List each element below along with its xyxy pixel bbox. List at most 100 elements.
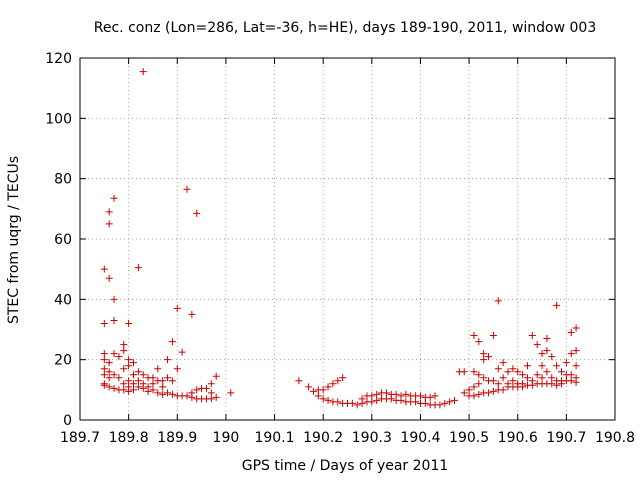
data-point-plus <box>470 383 478 391</box>
x-tick-label: 190.7 <box>546 430 586 446</box>
data-point-plus <box>120 341 128 349</box>
data-point-plus <box>207 389 215 397</box>
data-point-plus <box>188 393 196 401</box>
data-point-plus <box>514 368 522 376</box>
data-point-plus <box>105 359 113 367</box>
data-point-plus <box>348 399 356 407</box>
data-point-plus <box>188 310 196 318</box>
data-point-plus <box>144 387 152 395</box>
data-point-plus <box>105 383 113 391</box>
data-point-plus <box>499 359 507 367</box>
data-point-plus <box>368 392 376 400</box>
axis-ticks <box>79 57 616 421</box>
data-point-plus <box>134 368 142 376</box>
x-tick-label: 190.3 <box>352 430 392 446</box>
data-point-plus <box>120 347 128 355</box>
data-point-plus <box>324 383 332 391</box>
data-point-plus <box>519 371 527 379</box>
data-point-plus <box>149 380 157 388</box>
data-point-plus <box>416 392 424 400</box>
data-point-plus <box>202 384 210 392</box>
data-point-plus <box>436 401 444 409</box>
data-point-plus <box>110 371 118 379</box>
data-point-plus <box>139 68 147 76</box>
data-point-plus <box>105 208 113 216</box>
data-point-plus <box>460 368 468 376</box>
y-tick-label: 120 <box>45 51 72 67</box>
data-point-plus <box>572 378 580 386</box>
data-point-plus <box>110 295 118 303</box>
x-tick-label: 190.1 <box>254 430 294 446</box>
data-point-plus <box>149 386 157 394</box>
data-point-plus <box>567 371 575 379</box>
data-point-plus <box>562 359 570 367</box>
x-axis-label: GPS time / Days of year 2011 <box>242 458 449 474</box>
data-point-plus <box>125 356 133 364</box>
data-point-plus <box>460 389 468 397</box>
data-point-plus <box>558 380 565 388</box>
data-point-plus <box>134 383 142 391</box>
data-point-plus <box>110 384 118 392</box>
data-point-plus <box>295 377 303 385</box>
x-tick-label: 190.4 <box>400 430 440 446</box>
data-point-plus <box>120 365 128 373</box>
data-point-plus <box>572 324 580 332</box>
data-point-plus <box>207 380 215 388</box>
data-point-plus <box>373 396 381 404</box>
y-tick-label: 0 <box>63 413 72 429</box>
data-point-plus <box>154 389 162 397</box>
data-point-plus <box>309 387 317 395</box>
y-tick-label: 80 <box>54 172 72 188</box>
data-point-plus <box>402 390 410 398</box>
data-point-plus <box>538 362 546 370</box>
data-point-plus <box>441 399 449 407</box>
data-point-plus <box>120 380 128 388</box>
data-point-plus <box>543 368 551 376</box>
data-point-plus <box>480 350 488 358</box>
data-point-plus <box>475 371 483 379</box>
data-point-plus <box>100 319 108 327</box>
data-point-plus <box>558 368 565 376</box>
data-point-plus <box>421 399 429 407</box>
data-point-plus <box>134 264 142 272</box>
x-tick-label: 190.6 <box>498 430 538 446</box>
data-points <box>100 68 580 409</box>
data-point-plus <box>553 381 561 389</box>
data-point-plus <box>397 392 405 400</box>
data-point-plus <box>475 390 483 398</box>
data-point-plus <box>494 297 502 305</box>
data-point-plus <box>489 387 497 395</box>
data-point-plus <box>470 392 478 400</box>
data-point-plus <box>324 396 332 404</box>
data-point-plus <box>567 377 575 385</box>
data-point-plus <box>105 220 113 228</box>
data-point-plus <box>105 374 113 382</box>
data-point-plus <box>110 350 118 358</box>
y-axis-label: STEC from uqrg / TECUs <box>6 156 22 324</box>
data-point-plus <box>572 347 580 355</box>
data-point-plus <box>567 350 575 358</box>
data-point-plus <box>470 332 478 340</box>
data-point-plus <box>125 319 133 327</box>
data-point-plus <box>100 350 108 358</box>
data-point-plus <box>183 185 191 193</box>
x-tick-label: 189.8 <box>109 430 149 446</box>
data-point-plus <box>373 390 381 398</box>
x-tick-label: 190.5 <box>449 430 489 446</box>
x-tick-label: 190 <box>213 430 240 446</box>
data-point-plus <box>523 374 531 382</box>
data-point-plus <box>572 362 580 370</box>
data-point-plus <box>475 380 483 388</box>
x-tick-label: 190.2 <box>303 430 343 446</box>
data-point-plus <box>100 265 108 273</box>
data-point-plus <box>431 392 439 400</box>
data-point-plus <box>193 386 201 394</box>
data-point-plus <box>110 194 118 202</box>
data-point-plus <box>451 396 458 404</box>
data-point-plus <box>130 359 137 367</box>
data-point-plus <box>538 350 546 358</box>
data-point-plus <box>125 377 133 385</box>
data-point-plus <box>120 386 128 394</box>
data-point-plus <box>519 383 527 391</box>
